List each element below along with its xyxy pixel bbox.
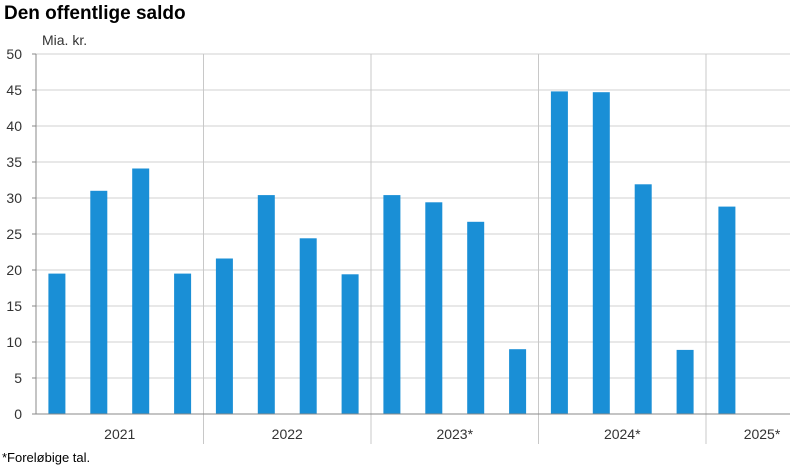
x-tick-label: 2021 (104, 426, 135, 442)
bar-2023-1 (383, 195, 401, 414)
bar-2021-2 (90, 190, 108, 414)
bar-2022-4 (341, 274, 359, 414)
chart-title: Den offentlige saldo (4, 3, 186, 24)
bar-2025-1 (718, 206, 736, 414)
footnote: *Foreløbige tal. (2, 450, 91, 465)
y-tick-labels: 0 5 10 15 20 25 30 35 40 45 50 (6, 46, 22, 422)
x-tick-label: 2022 (272, 426, 303, 442)
axes (32, 53, 790, 415)
bar-2023-3 (467, 221, 485, 414)
x-tick-labels: 2021 2022 2023* 2024* 2025* (104, 426, 781, 442)
y-axis-label: Mia. kr. (42, 32, 87, 48)
y-tick-label: 0 (14, 406, 22, 422)
y-tick-label: 10 (6, 334, 22, 350)
bar-2024-1 (550, 91, 568, 415)
bar-2022-1 (215, 258, 233, 414)
y-tick-label: 35 (6, 154, 22, 170)
bar-2022-2 (257, 195, 275, 414)
bar-2024-3 (634, 184, 652, 414)
year-separators (203, 54, 707, 444)
bar-2021-4 (174, 273, 192, 414)
bar-2022-3 (299, 238, 317, 414)
y-tick-label: 30 (6, 190, 22, 206)
grid-lines (36, 53, 790, 379)
bar-2023-4 (509, 349, 527, 414)
y-tick-label: 50 (6, 46, 22, 62)
x-tick-label: 2025* (744, 426, 781, 442)
bar-2023-2 (425, 202, 443, 414)
x-tick-label: 2023* (436, 426, 473, 442)
y-tick-label: 25 (6, 226, 22, 242)
y-tick-label: 20 (6, 262, 22, 278)
bar-2021-3 (132, 168, 150, 414)
y-tick-label: 15 (6, 298, 22, 314)
x-tick-label: 2024* (604, 426, 641, 442)
y-tick-label: 40 (6, 118, 22, 134)
y-tick-label: 5 (14, 370, 22, 386)
bars (48, 91, 736, 415)
bar-2021-1 (48, 273, 66, 414)
y-tick-label: 45 (6, 82, 22, 98)
bar-2024-2 (592, 92, 610, 414)
bar-2024-4 (676, 349, 694, 414)
